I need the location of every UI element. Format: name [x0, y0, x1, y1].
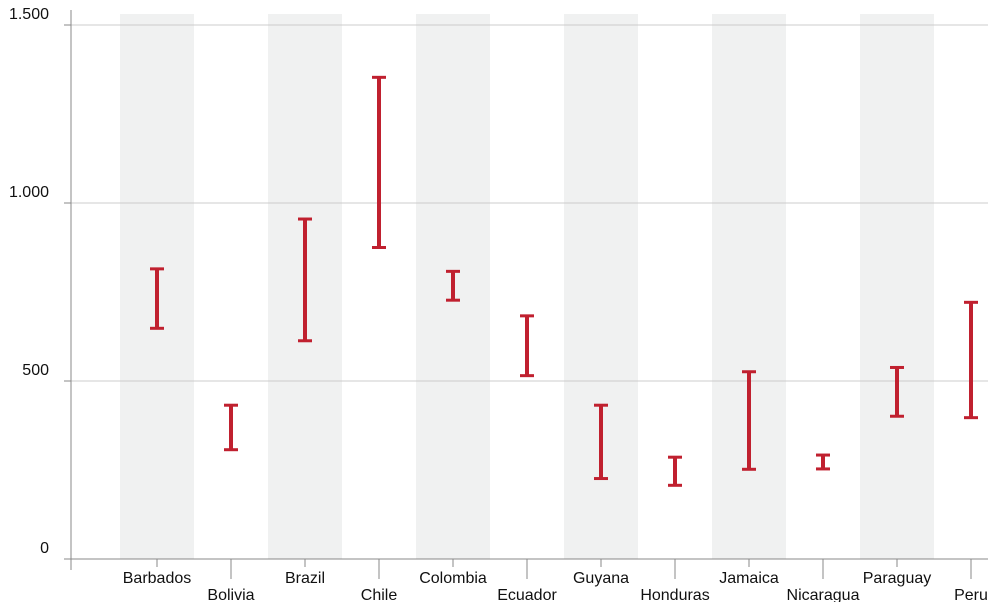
x-category-label: Honduras [640, 587, 709, 602]
range-bar-honduras [668, 457, 682, 485]
axes [71, 10, 988, 570]
x-category-label: Colombia [419, 570, 487, 587]
background-band [860, 14, 934, 559]
y-tick-label: 500 [22, 362, 49, 379]
x-category-label: Brazil [285, 570, 325, 587]
x-category-label: Nicaragua [787, 587, 860, 602]
x-category-label: Bolivia [207, 587, 254, 602]
range-bar-ecuador [520, 316, 534, 376]
x-category-label: Ecuador [497, 587, 557, 602]
background-bands [120, 14, 934, 559]
y-tick-label: 0 [40, 540, 49, 557]
background-band [712, 14, 786, 559]
y-tick-label: 1.500 [9, 6, 49, 23]
x-category-label: Jamaica [719, 570, 779, 587]
x-category-label: Barbados [123, 570, 192, 587]
x-category-label: Peru [954, 587, 988, 602]
x-category-label: Guyana [573, 570, 629, 587]
y-axis-ticks: 0 500 1.000 1.500 [9, 6, 71, 559]
x-category-label: Chile [361, 587, 398, 602]
gridlines [71, 25, 988, 381]
y-tick-label: 1.000 [9, 184, 49, 201]
x-axis-ticks: Barbados Bolivia Brazil Chile Colombia Ecuado… [123, 559, 988, 602]
range-bar-chile [372, 77, 386, 247]
range-bar-nicaragua [816, 455, 830, 469]
range-bar-bolivia [224, 405, 238, 450]
range-bar-peru [964, 302, 978, 417]
x-category-label: Paraguay [863, 570, 932, 587]
